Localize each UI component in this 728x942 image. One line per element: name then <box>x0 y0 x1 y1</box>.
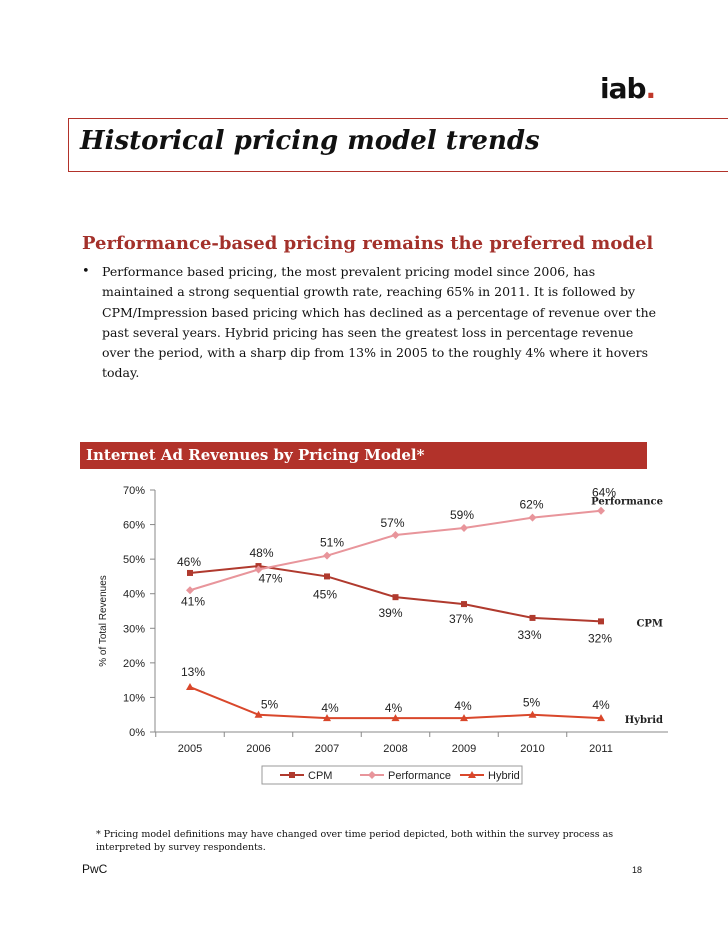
y-tick-label: 40% <box>123 589 145 601</box>
header-rule-top <box>68 118 728 119</box>
data-label: 46% <box>177 555 201 569</box>
legend-label: Performance <box>388 770 451 782</box>
y-tick-label: 70% <box>123 485 145 497</box>
y-tick-label: 20% <box>123 658 145 670</box>
legend-label: CPM <box>308 770 332 782</box>
data-label: 47% <box>258 572 282 586</box>
data-point-hybrid <box>186 683 194 691</box>
data-label: 5% <box>261 698 279 712</box>
header-rule-left <box>68 118 69 171</box>
data-label: 57% <box>380 516 404 530</box>
data-point-cpm <box>461 601 467 608</box>
data-label: 13% <box>181 665 205 679</box>
bullet-marker: • <box>82 264 90 279</box>
iab-logo: iab. <box>600 72 657 105</box>
data-point-performance <box>254 565 263 574</box>
data-point-performance <box>186 586 194 595</box>
legend-marker <box>368 771 376 779</box>
data-label: 64% <box>592 486 616 500</box>
x-tick-label: 2005 <box>178 743 202 755</box>
footnote: * Pricing model definitions may have cha… <box>96 829 614 853</box>
data-point-performance <box>391 530 400 539</box>
data-label: 37% <box>449 612 473 626</box>
data-label: 39% <box>378 606 402 620</box>
x-tick-label: 2006 <box>246 743 270 755</box>
logo-dot: . <box>645 72 657 105</box>
data-label: 4% <box>385 701 403 715</box>
legend-label: Hybrid <box>488 770 520 782</box>
data-label: 4% <box>321 701 339 715</box>
data-label: 5% <box>523 696 541 710</box>
y-tick-label: 30% <box>123 623 145 635</box>
data-label: 4% <box>454 699 472 713</box>
logo-text: iab <box>600 72 647 105</box>
data-label: 48% <box>249 546 273 560</box>
bullet-paragraph: Performance based pricing, the most prev… <box>102 264 657 381</box>
y-tick-label: 0% <box>129 727 145 739</box>
x-tick-label: 2008 <box>383 743 407 755</box>
data-point-cpm <box>324 573 330 580</box>
x-tick-label: 2009 <box>452 743 476 755</box>
data-point-hybrid <box>597 714 605 722</box>
page-number: 18 <box>632 865 643 875</box>
data-point-cpm <box>529 614 536 621</box>
chart-header-bar: Internet Ad Revenues by Pricing Model* <box>80 442 647 469</box>
footer-brand: PwC <box>82 862 108 876</box>
y-tick-label: 10% <box>123 692 145 704</box>
data-point-cpm <box>392 594 399 601</box>
chart-title: Internet Ad Revenues by Pricing Model* <box>86 446 425 464</box>
legend-box <box>261 765 523 785</box>
data-label: 62% <box>519 498 543 512</box>
data-point-performance <box>323 551 331 560</box>
data-point-performance <box>528 513 537 522</box>
data-point-hybrid <box>391 714 400 722</box>
data-label: 41% <box>181 594 205 608</box>
data-point-hybrid <box>254 710 263 718</box>
data-point-hybrid <box>528 710 537 718</box>
series-end-label: CPM <box>636 618 663 629</box>
series-end-label: Performance <box>591 497 663 508</box>
series-end-label: Hybrid <box>625 715 663 726</box>
x-tick-label: 2011 <box>589 743 613 755</box>
data-point-performance <box>460 524 468 533</box>
x-tick-label: 2007 <box>315 743 339 755</box>
legend-marker <box>289 772 295 778</box>
y-tick-label: 50% <box>123 554 145 566</box>
data-point-performance <box>597 506 605 515</box>
x-tick-label: 2010 <box>520 743 544 755</box>
data-label: 51% <box>320 536 344 550</box>
data-label: 45% <box>313 587 337 601</box>
header-rule-bottom <box>68 171 728 172</box>
legend-marker <box>468 771 476 778</box>
data-point-hybrid <box>323 714 331 722</box>
page-title: Historical pricing model trends <box>80 126 540 156</box>
data-point-cpm <box>598 618 604 625</box>
data-label: 32% <box>588 631 612 645</box>
data-label: 4% <box>592 698 610 712</box>
y-axis-label: % of Total Revenues <box>98 575 109 667</box>
section-subtitle: Performance-based pricing remains the pr… <box>82 233 654 254</box>
data-label: 59% <box>450 508 474 522</box>
y-tick-label: 60% <box>123 520 145 532</box>
data-point-hybrid <box>460 714 468 722</box>
data-point-cpm <box>187 569 193 576</box>
data-label: 33% <box>517 628 541 642</box>
